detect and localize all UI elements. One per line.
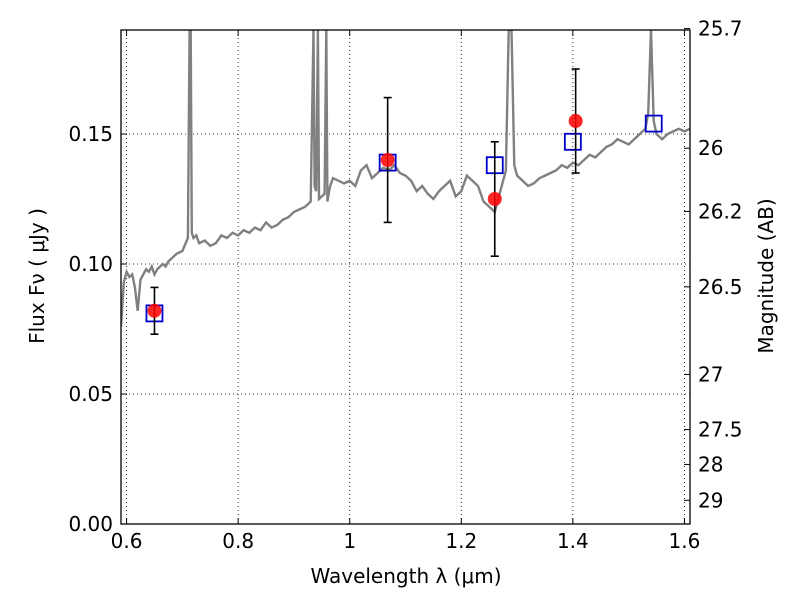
observed-point <box>487 192 502 206</box>
spectrum-line <box>121 30 690 327</box>
y2-axis-label: Magnitude (AB) <box>754 198 778 353</box>
grid-lines <box>121 30 690 524</box>
y-tick-label: 0.05 <box>68 382 113 406</box>
x-tick-label: 1 <box>343 529 356 553</box>
observed-point <box>568 114 583 128</box>
y2-tick-label: 27 <box>698 362 723 386</box>
model-point <box>563 132 582 151</box>
x-tick-label: 1.2 <box>445 529 477 553</box>
observed-point <box>147 303 162 318</box>
y-tick-label: 0.15 <box>68 122 113 146</box>
y-tick-label: 0.10 <box>68 252 113 276</box>
plot-frame <box>120 29 691 525</box>
points-layer <box>145 68 663 336</box>
x-tick-label: 0.8 <box>222 529 254 553</box>
x-axis-label: Wavelength λ (μm) <box>310 564 501 588</box>
y2-tick-label: 25.7 <box>698 17 743 41</box>
y2-tick-label: 28 <box>698 452 723 476</box>
x-tick-label: 1.6 <box>669 529 701 553</box>
y2-tick-label: 29 <box>698 488 723 512</box>
y2-tick-label: 26.2 <box>698 199 743 223</box>
y-axis-label: Flux Fν ( μJy ) <box>25 208 49 344</box>
x-tick-label: 0.6 <box>111 529 143 553</box>
y-tick-label: 0.00 <box>68 512 113 536</box>
ticks-layer: 0.6 0.8 1 1.2 1.4 1.6 0.00 0.05 0.10 0.15 25.7 26 26… <box>68 17 742 553</box>
observed-point <box>380 153 395 167</box>
model-point <box>644 114 663 133</box>
spectrum-layer <box>121 30 690 327</box>
y2-tick-label: 26.5 <box>698 275 743 299</box>
y2-tick-label: 27.5 <box>698 418 743 442</box>
x-tick-label: 1.4 <box>557 529 589 553</box>
y2-tick-label: 26 <box>698 136 723 160</box>
